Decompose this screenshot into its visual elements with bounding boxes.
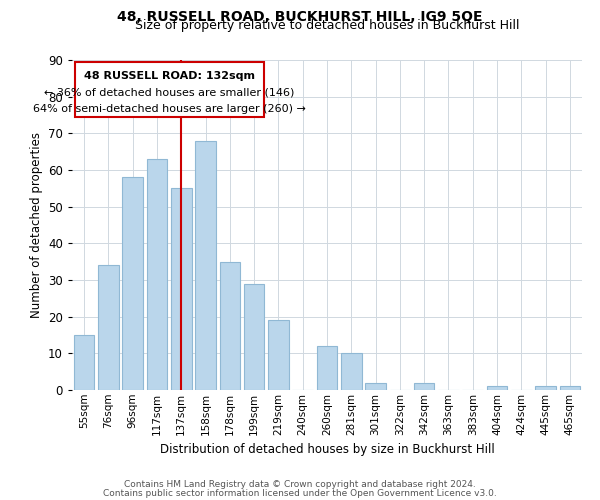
Bar (220, 262, 240, 390)
Bar (195, 140, 216, 390)
Bar (317, 346, 337, 390)
Text: Contains HM Land Registry data © Crown copyright and database right 2024.: Contains HM Land Registry data © Crown c… (124, 480, 476, 489)
Bar (487, 386, 508, 390)
Bar (341, 354, 362, 390)
Text: ← 36% of detached houses are smaller (146): ← 36% of detached houses are smaller (14… (44, 88, 295, 98)
Bar (268, 320, 289, 390)
Text: 64% of semi-detached houses are larger (260) →: 64% of semi-detached houses are larger (… (33, 104, 306, 114)
X-axis label: Distribution of detached houses by size in Buckhurst Hill: Distribution of detached houses by size … (160, 443, 494, 456)
Text: 48 RUSSELL ROAD: 132sqm: 48 RUSSELL ROAD: 132sqm (84, 71, 255, 81)
Bar (74, 335, 94, 390)
Bar (146, 159, 167, 390)
Bar (98, 266, 119, 390)
Bar (122, 178, 143, 390)
Text: Contains public sector information licensed under the Open Government Licence v3: Contains public sector information licen… (103, 490, 497, 498)
FancyBboxPatch shape (75, 62, 264, 117)
Bar (414, 382, 434, 390)
Y-axis label: Number of detached properties: Number of detached properties (29, 132, 43, 318)
Title: Size of property relative to detached houses in Buckhurst Hill: Size of property relative to detached ho… (135, 20, 519, 32)
Text: 48, RUSSELL ROAD, BUCKHURST HILL, IG9 5QE: 48, RUSSELL ROAD, BUCKHURST HILL, IG9 5Q… (117, 10, 483, 24)
Bar (365, 382, 386, 390)
Bar (244, 284, 265, 390)
Bar (171, 188, 191, 390)
Bar (560, 386, 580, 390)
Bar (535, 386, 556, 390)
